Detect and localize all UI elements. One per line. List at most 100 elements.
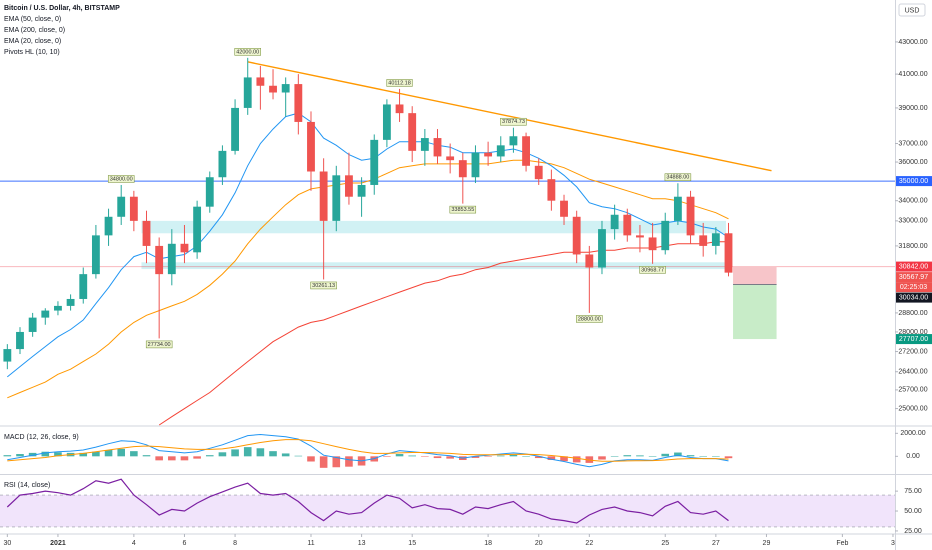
rsi-title: RSI (14, close) — [4, 482, 50, 489]
x-tick-label: 30 — [3, 540, 11, 547]
macd-line — [7, 433, 729, 468]
pivot-label: 30968.77 — [641, 267, 664, 273]
macd-histogram-bar — [522, 456, 530, 457]
pivot: 42000.00 — [234, 48, 261, 56]
candle-body — [332, 175, 341, 221]
x-tick-label: Feb — [836, 540, 848, 547]
y-tick-label: 28800.00 — [898, 310, 927, 317]
macd-histogram-bar — [534, 456, 543, 459]
pivot-box — [664, 173, 692, 182]
candle-body — [648, 237, 657, 251]
trend-line — [247, 61, 772, 172]
macd-histogram-bar — [130, 451, 138, 457]
pivot-label: 28800.00 — [578, 316, 601, 322]
pivot-box — [386, 79, 413, 87]
data-layer — [3, 57, 733, 524]
candle-body — [79, 274, 88, 299]
candle-body — [281, 84, 290, 93]
x-tick-label: 29 — [763, 540, 771, 547]
price-marker-box — [896, 272, 932, 283]
signal-line — [7, 439, 729, 462]
legend-entry: EMA (20, close, 0) — [4, 38, 61, 45]
macd-histogram-bar — [421, 456, 429, 457]
y-tick-label: 27200.00 — [898, 348, 927, 355]
price-marker-box — [896, 292, 932, 303]
pivot: 27734.00 — [145, 340, 173, 349]
rsi-band — [0, 495, 895, 527]
y-tick-label: 2000.00 — [900, 430, 925, 437]
candle-body — [231, 107, 239, 151]
macd-histogram-bar — [16, 454, 24, 457]
macd-histogram-bar — [307, 456, 315, 462]
countdown-box — [896, 282, 932, 293]
candle-body — [167, 243, 176, 275]
candle-body — [294, 84, 303, 122]
x-tick-label: 2021 — [50, 540, 66, 547]
candle-body — [547, 179, 556, 201]
macd-histogram-bar — [686, 455, 695, 457]
candle-body — [16, 331, 24, 350]
macd-histogram-bar — [218, 452, 227, 457]
y-tick-label: 31800.00 — [898, 243, 927, 250]
price-marker: 30842.00 — [896, 261, 932, 272]
y-tick-label: 25700.00 — [898, 387, 927, 394]
pivot: 28800.00 — [576, 315, 603, 323]
price-marker-box — [896, 261, 932, 272]
macd-histogram-bar — [496, 455, 505, 457]
pivot-label: 40112.18 — [388, 80, 411, 86]
candle-body — [636, 235, 644, 238]
macd-histogram-bar — [547, 456, 556, 461]
candle-body — [382, 104, 391, 140]
candle-body — [522, 136, 530, 166]
macd-histogram-bar — [205, 455, 214, 457]
y-tick-label: 0.00 — [906, 453, 920, 460]
macd-histogram-bar — [661, 453, 670, 457]
candle-body — [446, 156, 455, 161]
candle-body — [724, 233, 733, 273]
macd-histogram-bar — [712, 456, 720, 457]
pivot: 30968.77 — [639, 266, 666, 274]
price-marker: 27707.00 — [896, 334, 932, 345]
x-tick-label: 18 — [484, 540, 492, 547]
legend-entry: EMA (200, close, 0) — [4, 27, 65, 34]
pivot-box — [576, 315, 603, 323]
candle-body — [319, 171, 328, 221]
macd-histogram-bar — [509, 454, 518, 457]
candle-body — [560, 200, 568, 217]
candle-body — [256, 77, 265, 86]
x-tick-label: 22 — [585, 540, 593, 547]
pivot-label: 34800.00 — [110, 176, 133, 182]
macd-title: MACD (12, 26, close, 9) — [4, 434, 79, 441]
y-tick-label: 50.00 — [904, 508, 922, 515]
y-tick-label: 41000.00 — [898, 71, 927, 78]
pivot: 34800.00 — [107, 175, 135, 183]
candle-body — [28, 317, 37, 332]
macd-histogram-bar — [395, 454, 404, 457]
pivot-label: 33853.55 — [451, 207, 474, 213]
candle-body — [345, 175, 353, 197]
macd-histogram-bar — [724, 456, 733, 459]
pivot-box — [639, 266, 666, 274]
currency-box[interactable] — [898, 3, 926, 17]
y-tick-label: 26400.00 — [898, 369, 927, 376]
ema-line — [7, 159, 729, 399]
macd-histogram-bar — [180, 456, 189, 461]
legend-entry: EMA (50, close, 0) — [4, 16, 61, 23]
candle-body — [471, 152, 480, 178]
pivot-label: 37874.73 — [502, 119, 525, 125]
x-tick-label: 8 — [233, 540, 237, 547]
candle-body — [484, 152, 493, 157]
ema-line — [6, 112, 729, 378]
y-tick-label: 36000.00 — [898, 159, 927, 166]
macd-histogram-bar — [104, 450, 113, 457]
macd-histogram-bar — [28, 452, 37, 457]
support-zone — [141, 262, 726, 270]
candle-body — [142, 220, 151, 246]
candle-body — [433, 138, 442, 157]
macd-histogram-bar — [484, 456, 492, 457]
macd-histogram-bar — [699, 456, 707, 457]
candle-body — [598, 229, 606, 268]
macd-histogram-bar — [446, 456, 454, 459]
macd-histogram-bar — [408, 455, 416, 457]
x-tick-label: 20 — [535, 540, 543, 547]
